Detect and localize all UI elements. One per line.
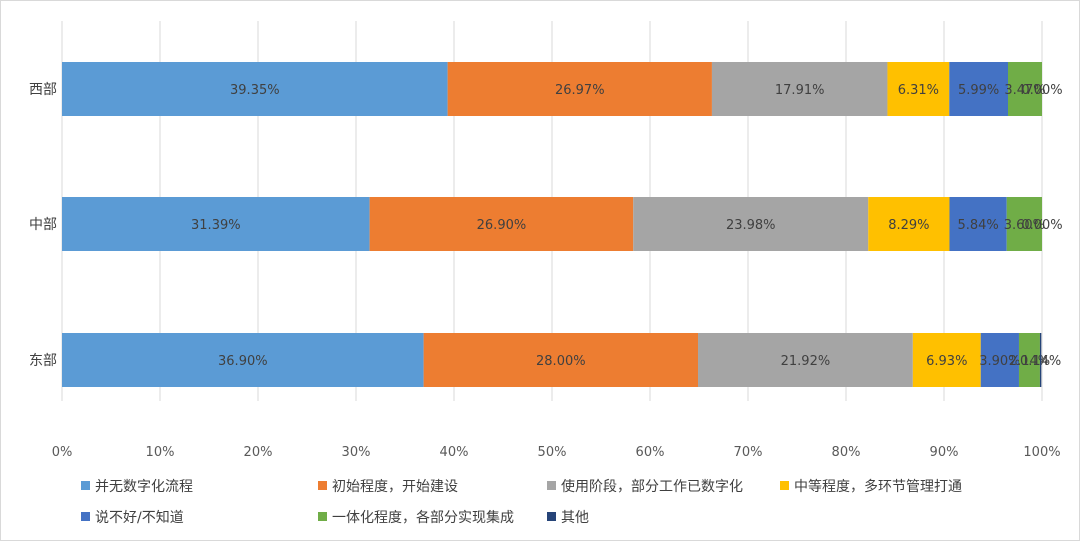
data-label: 39.35% bbox=[230, 83, 280, 98]
bar-segment bbox=[62, 333, 424, 387]
bar-segment bbox=[62, 197, 370, 251]
data-label: 26.90% bbox=[477, 218, 527, 233]
bar-segment bbox=[369, 197, 634, 251]
bar-segment bbox=[447, 62, 712, 116]
bar-segment bbox=[1006, 197, 1042, 251]
data-label: 21.92% bbox=[781, 354, 831, 369]
data-label: 6.93% bbox=[926, 354, 967, 369]
data-label: 5.84% bbox=[957, 218, 998, 233]
x-tick-label: 100% bbox=[1023, 445, 1060, 460]
x-tick-label: 90% bbox=[930, 445, 959, 460]
bar-segment bbox=[949, 197, 1007, 251]
bar-segment bbox=[1039, 333, 1042, 387]
data-label: 0.00% bbox=[1021, 218, 1062, 233]
legend-label: 并无数字化流程 bbox=[95, 479, 193, 495]
legend-swatch bbox=[547, 512, 556, 521]
data-label: 28.00% bbox=[536, 354, 586, 369]
x-tick-label: 60% bbox=[636, 445, 665, 460]
legend-label: 使用阶段，部分工作已数字化 bbox=[561, 478, 743, 495]
x-tick-label: 10% bbox=[146, 445, 175, 460]
bar-segment bbox=[912, 333, 981, 387]
legend-swatch bbox=[81, 512, 90, 521]
bar-segment bbox=[949, 62, 1008, 116]
legend: 并无数字化流程 初始程度，开始建设 使用阶段，部分工作已数字化 中等程度，多环节管理打… bbox=[81, 478, 962, 526]
x-tick-label: 70% bbox=[734, 445, 763, 460]
legend-swatch bbox=[780, 481, 789, 490]
legend-swatch bbox=[318, 481, 327, 490]
legend-label: 说不好/不知道 bbox=[95, 509, 184, 526]
data-label: 17.91% bbox=[775, 83, 825, 98]
data-label: 31.39% bbox=[191, 218, 241, 233]
bar-segment bbox=[1007, 62, 1042, 116]
data-label: 2.14% bbox=[1009, 354, 1050, 369]
x-tick-label: 80% bbox=[832, 445, 861, 460]
bar-segment bbox=[980, 333, 1019, 387]
bar-segment bbox=[633, 197, 869, 251]
bar-segment bbox=[868, 197, 950, 251]
data-label: 6.31% bbox=[898, 83, 939, 98]
legend-label: 其他 bbox=[561, 510, 589, 526]
legend-label: 中等程度，多环节管理打通 bbox=[794, 478, 962, 495]
x-tick-label: 0% bbox=[52, 445, 73, 460]
data-label: 3.90% bbox=[979, 354, 1020, 369]
category-label: 西部 bbox=[29, 82, 57, 98]
x-tick-label: 20% bbox=[244, 445, 273, 460]
bar-segment bbox=[711, 62, 888, 116]
bars: 39.35% 26.97% 17.91% 6.31% 5.99% 3.47%0.00%31… bbox=[62, 62, 1063, 387]
bar-segment bbox=[62, 62, 448, 116]
bar-segment bbox=[887, 62, 950, 116]
data-label: 36.90% bbox=[218, 354, 268, 369]
x-tick-labels: 0% 10% 20% 30% 40% 50% 60% 70% 80% 90% 100% bbox=[52, 445, 1061, 460]
data-label: 23.98% bbox=[726, 218, 776, 233]
category-label: 东部 bbox=[29, 353, 57, 369]
legend-swatch bbox=[318, 512, 327, 521]
data-label: 8.29% bbox=[888, 218, 929, 233]
data-label: 26.97% bbox=[555, 83, 605, 98]
data-label: 5.99% bbox=[958, 83, 999, 98]
legend-swatch bbox=[547, 481, 556, 490]
data-label: 3.60% bbox=[1004, 218, 1045, 233]
legend-swatch bbox=[81, 481, 90, 490]
legend-label: 一体化程度，各部分实现集成 bbox=[332, 509, 514, 526]
category-label: 中部 bbox=[29, 217, 57, 233]
data-label: 0.00% bbox=[1021, 83, 1062, 98]
legend-label: 初始程度，开始建设 bbox=[332, 478, 458, 495]
data-label: 3.47% bbox=[1004, 83, 1045, 98]
bar-segment bbox=[423, 333, 699, 387]
bar-segment bbox=[1018, 333, 1040, 387]
x-tick-label: 30% bbox=[342, 445, 371, 460]
bar-segment bbox=[698, 333, 913, 387]
x-tick-label: 50% bbox=[538, 445, 567, 460]
x-tick-label: 40% bbox=[440, 445, 469, 460]
data-label: 0.14% bbox=[1020, 354, 1061, 369]
